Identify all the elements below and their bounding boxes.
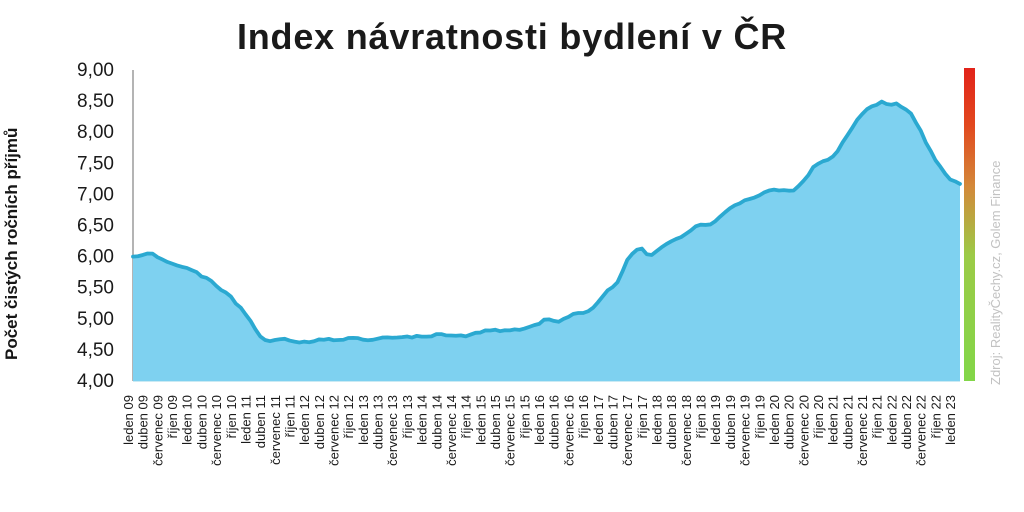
svg-text:duben 18: duben 18 — [664, 395, 679, 449]
svg-text:6,00: 6,00 — [77, 247, 114, 268]
svg-text:říjen 18: říjen 18 — [694, 395, 709, 438]
svg-text:červenec 11: červenec 11 — [268, 395, 283, 465]
svg-text:4,50: 4,50 — [77, 340, 114, 361]
svg-text:duben 21: duben 21 — [840, 395, 855, 449]
svg-text:6,50: 6,50 — [77, 216, 114, 237]
svg-text:červenec 10: červenec 10 — [209, 395, 224, 466]
svg-text:5,00: 5,00 — [77, 309, 114, 330]
svg-text:říjen 13: říjen 13 — [400, 395, 415, 438]
svg-text:říjen 16: říjen 16 — [576, 395, 591, 438]
svg-text:duben 09: duben 09 — [136, 395, 151, 449]
svg-text:leden 16: leden 16 — [532, 395, 547, 445]
svg-text:duben 19: duben 19 — [723, 395, 738, 449]
svg-text:červenec 20: červenec 20 — [796, 395, 811, 466]
svg-text:8,50: 8,50 — [77, 91, 114, 112]
svg-text:říjen 19: říjen 19 — [752, 395, 767, 438]
svg-text:červenec 17: červenec 17 — [620, 395, 635, 466]
svg-text:říjen 17: říjen 17 — [635, 395, 650, 438]
svg-text:červenec 22: červenec 22 — [914, 395, 929, 466]
svg-text:říjen 12: říjen 12 — [341, 395, 356, 438]
svg-text:duben 22: duben 22 — [899, 395, 914, 449]
svg-text:červenec 09: červenec 09 — [150, 395, 165, 466]
svg-text:červenec 15: červenec 15 — [503, 395, 518, 466]
svg-text:červenec 16: červenec 16 — [561, 395, 576, 466]
svg-text:leden 20: leden 20 — [767, 395, 782, 445]
svg-text:červenec 19: červenec 19 — [738, 395, 753, 466]
svg-text:leden 12: leden 12 — [297, 395, 312, 445]
svg-text:leden 15: leden 15 — [473, 395, 488, 445]
svg-text:leden 17: leden 17 — [591, 395, 606, 445]
svg-text:leden 11: leden 11 — [238, 395, 253, 444]
svg-text:duben 12: duben 12 — [312, 395, 327, 449]
svg-text:červenec 21: červenec 21 — [855, 395, 870, 466]
svg-text:duben 11: duben 11 — [253, 395, 268, 448]
svg-text:říjen 21: říjen 21 — [870, 395, 885, 438]
svg-text:říjen 11: říjen 11 — [283, 395, 298, 437]
svg-text:červenec 13: červenec 13 — [385, 395, 400, 466]
svg-text:7,50: 7,50 — [77, 153, 114, 174]
svg-text:leden 10: leden 10 — [180, 395, 195, 445]
svg-text:leden 14: leden 14 — [415, 395, 430, 445]
svg-text:říjen 22: říjen 22 — [928, 395, 943, 438]
svg-text:duben 13: duben 13 — [371, 395, 386, 449]
svg-text:leden 21: leden 21 — [826, 395, 841, 445]
svg-text:leden 18: leden 18 — [650, 395, 665, 445]
svg-text:duben 10: duben 10 — [194, 395, 209, 449]
svg-text:červenec 18: červenec 18 — [679, 395, 694, 466]
svg-text:duben 14: duben 14 — [429, 395, 444, 449]
svg-text:červenec 14: červenec 14 — [444, 395, 459, 466]
svg-text:leden 13: leden 13 — [356, 395, 371, 445]
svg-text:4,00: 4,00 — [77, 371, 114, 392]
svg-text:říjen 10: říjen 10 — [224, 395, 239, 438]
svg-text:červenec 12: červenec 12 — [327, 395, 342, 466]
svg-text:8,00: 8,00 — [77, 122, 114, 143]
svg-text:duben 20: duben 20 — [782, 395, 797, 449]
svg-text:říjen 14: říjen 14 — [459, 395, 474, 438]
svg-text:leden 09: leden 09 — [121, 395, 136, 445]
svg-text:říjen 20: říjen 20 — [811, 395, 826, 438]
svg-text:leden 23: leden 23 — [943, 395, 958, 445]
svg-text:duben 17: duben 17 — [606, 395, 621, 449]
svg-text:říjen 09: říjen 09 — [165, 395, 180, 438]
svg-text:leden 22: leden 22 — [884, 395, 899, 445]
svg-text:říjen 15: říjen 15 — [517, 395, 532, 438]
svg-text:duben 16: duben 16 — [547, 395, 562, 449]
svg-text:9,00: 9,00 — [77, 60, 114, 81]
svg-text:leden 19: leden 19 — [708, 395, 723, 445]
svg-text:5,50: 5,50 — [77, 278, 114, 299]
svg-text:7,00: 7,00 — [77, 184, 114, 205]
svg-text:duben 15: duben 15 — [488, 395, 503, 449]
